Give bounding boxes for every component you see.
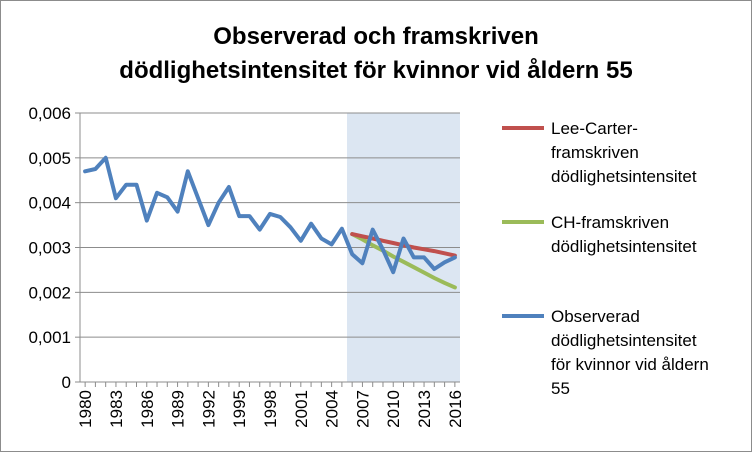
chart-title-line: Observerad och framskriven bbox=[213, 23, 539, 50]
x-tick-label: 1998 bbox=[261, 390, 280, 428]
legend-label: dödlighetsintensitet bbox=[551, 167, 697, 186]
x-tick-labels: 1980 1983 1986 1989 1992 1995 1998 2001 2004 2007… bbox=[76, 390, 465, 428]
series-line bbox=[83, 155, 457, 275]
x-tick-label: 2001 bbox=[292, 390, 311, 428]
y-tick-labels: 0 0,001 0,002 0,003 0,004 0,005 0,006 bbox=[28, 104, 71, 392]
x-tick-label: 1983 bbox=[107, 390, 126, 428]
legend-entry: Observerad dödlighetsintensitet för kvinno… bbox=[502, 307, 709, 398]
y-tick-label: 0,006 bbox=[28, 104, 71, 123]
x-tick-label: 1980 bbox=[76, 390, 95, 428]
legend-label: dödlighetsintensitet bbox=[551, 331, 697, 350]
y-tick-label: 0,004 bbox=[28, 194, 71, 213]
legend: Lee-Carter-framskriven dödlighetsintensit… bbox=[502, 119, 709, 398]
x-tick-label: 2010 bbox=[384, 390, 403, 428]
x-tick-label: 1989 bbox=[169, 390, 188, 428]
legend-label: Lee-Carter- bbox=[551, 119, 638, 138]
legend-label: framskriven bbox=[551, 143, 639, 162]
legend-entry: Lee-Carter-framskriven dödlighetsintensit… bbox=[502, 119, 697, 186]
legend-label: för kvinnor vid åldern bbox=[551, 355, 709, 374]
y-tick-label: 0,003 bbox=[28, 239, 71, 258]
y-tick-label: 0,001 bbox=[28, 328, 71, 347]
chart-title: Observerad och framskriven dödlighetsinte… bbox=[119, 23, 632, 84]
y-tick-label: 0,002 bbox=[28, 283, 71, 302]
x-tick-label: 2007 bbox=[353, 390, 372, 428]
legend-label: 55 bbox=[551, 379, 570, 398]
x-tick-label: 1986 bbox=[138, 390, 157, 428]
x-tick-label: 1995 bbox=[230, 390, 249, 428]
axes bbox=[79, 113, 460, 387]
x-tick-label: 2013 bbox=[415, 390, 434, 428]
series-lines bbox=[83, 155, 457, 290]
x-tick-label: 2016 bbox=[446, 390, 465, 428]
y-tick-label: 0,005 bbox=[28, 149, 71, 168]
legend-entry: CH-framskriven dödlighetsintensitet bbox=[502, 213, 697, 256]
chart-title-line: dödlighetsintensitet för kvinnor vid åld… bbox=[119, 57, 632, 84]
y-tick-label: 0 bbox=[62, 373, 71, 392]
legend-label: CH-framskriven bbox=[551, 213, 669, 232]
gridlines bbox=[75, 112, 460, 383]
x-tick-label: 1992 bbox=[199, 390, 218, 428]
x-tick-label: 2004 bbox=[323, 390, 342, 428]
legend-label: dödlighetsintensitet bbox=[551, 237, 697, 256]
legend-label: Observerad bbox=[551, 307, 640, 326]
